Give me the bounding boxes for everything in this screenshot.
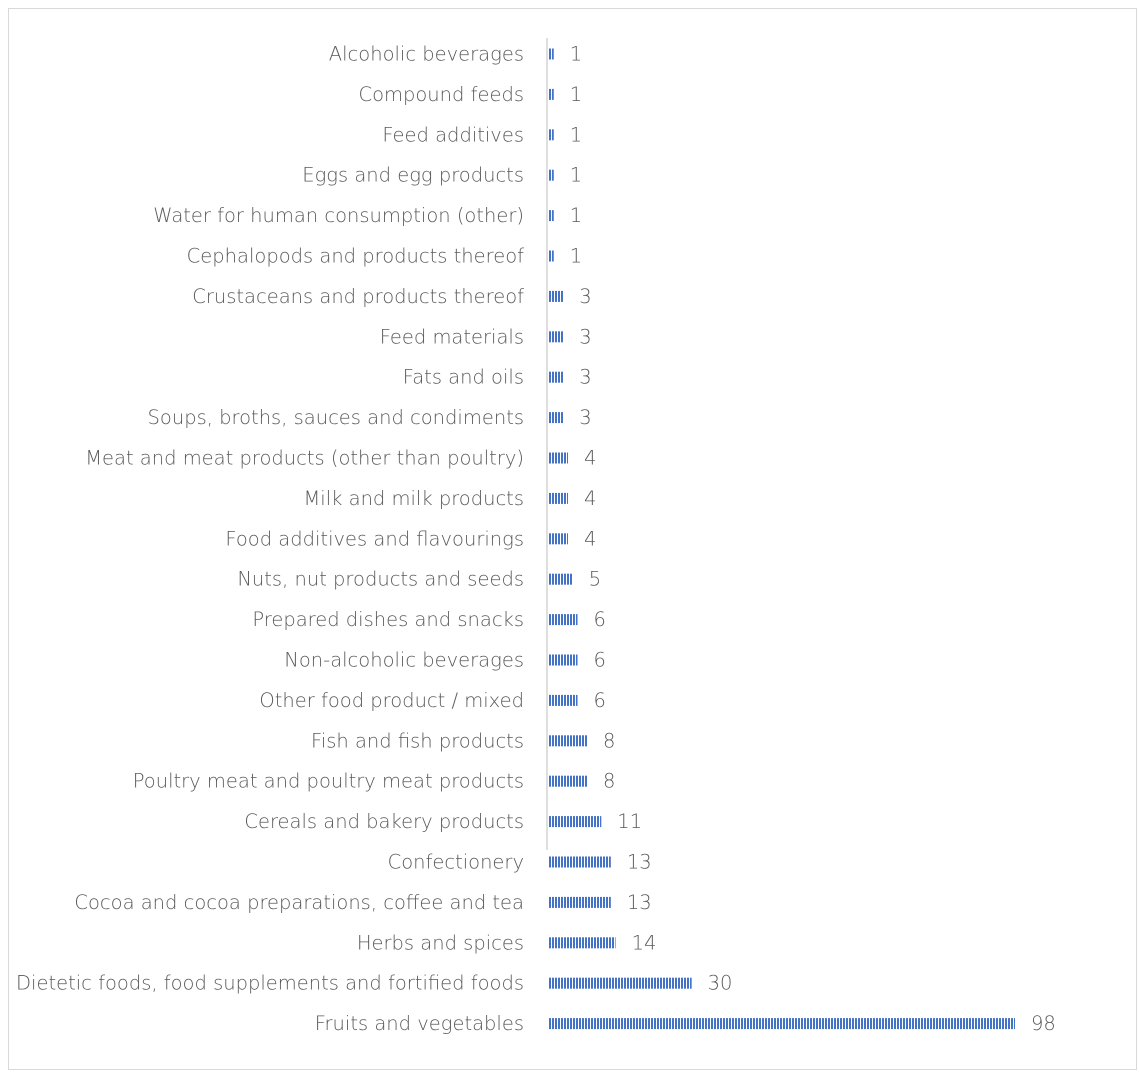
bar [549,533,569,545]
bar [549,614,578,626]
data-label: 13 [627,851,652,874]
bar [549,735,588,747]
bar [549,210,554,222]
category-label: Poultry meat and poultry meat products [133,770,524,793]
bar [549,654,578,666]
data-label: 11 [617,810,642,833]
category-label: Milk and milk products [303,487,524,510]
bar [549,896,611,908]
category-label: Cocoa and cocoa preparations, coffee and… [74,891,524,914]
bar [549,250,554,262]
data-label: 1 [570,164,582,187]
bar [549,88,554,100]
bar [549,48,554,60]
data-label: 3 [579,285,591,308]
data-label: 6 [594,608,606,631]
category-label: Herbs and spices [357,931,524,954]
bar [549,856,611,868]
bar [549,169,554,181]
category-label: Meat and meat products (other than poult… [85,447,524,470]
category-label: Fruits and vegetables [315,1012,524,1035]
data-label: 4 [584,447,596,470]
category-label: Water for human consumption (other) [153,204,524,227]
bar [549,1018,1015,1030]
category-label: Dietetic foods, food supplements and for… [16,972,524,995]
data-label: 1 [570,43,582,66]
data-label: 3 [579,366,591,389]
bar [549,129,554,141]
category-label: Soups, broths, sauces and condiments [148,406,524,429]
bar [549,775,588,787]
bar [549,694,578,706]
category-label: Confectionery [388,851,524,874]
bar [549,331,564,343]
category-label: Non-alcoholic beverages [284,649,524,672]
category-label: Cereals and bakery products [244,810,524,833]
category-label: Feed materials [380,325,524,348]
category-label: Other food product / mixed [259,689,524,712]
bar [549,492,569,504]
data-label: 1 [570,123,582,146]
data-label: 4 [584,487,596,510]
category-label: Nuts, nut products and seeds [237,568,524,591]
bar [549,816,602,828]
category-label: Feed additives [382,123,524,146]
data-label: 6 [594,689,606,712]
data-label: 8 [603,770,615,793]
category-label: Fish and fish products [311,729,524,752]
bar [549,977,692,989]
data-label: 1 [570,83,582,106]
data-label: 6 [594,649,606,672]
data-label: 3 [579,325,591,348]
category-label: Compound feeds [358,83,524,106]
bar [549,371,564,383]
data-label: 98 [1031,1012,1056,1035]
bar [549,412,564,424]
data-label: 3 [579,406,591,429]
category-label: Alcoholic beverages [329,43,524,66]
bar [549,290,564,302]
category-label: Fats and oils [403,366,524,389]
data-label: 14 [632,931,657,954]
data-label: 13 [627,891,652,914]
bar [549,937,616,949]
category-label: Cephalopods and products thereof [187,245,524,268]
data-label: 4 [584,527,596,550]
category-label: Eggs and egg products [302,164,524,187]
category-label: Food additives and flavourings [225,527,524,550]
data-label: 5 [589,568,601,591]
chart-frame [8,8,1137,1070]
data-label: 30 [708,972,733,995]
data-label: 8 [603,729,615,752]
category-label: Crustaceans and products thereof [192,285,524,308]
bar [549,452,569,464]
data-label: 1 [570,245,582,268]
data-label: 1 [570,204,582,227]
category-label: Prepared dishes and snacks [252,608,524,631]
bar [549,573,573,585]
